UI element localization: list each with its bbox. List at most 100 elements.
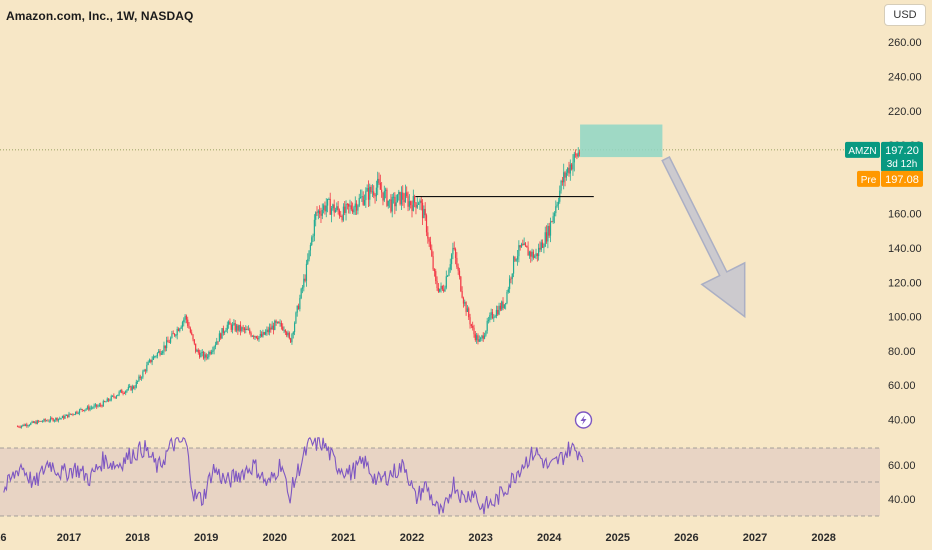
candle-body xyxy=(121,389,123,394)
candle-body xyxy=(359,197,362,198)
candle-body xyxy=(323,205,325,210)
time-tick-label: 2027 xyxy=(743,532,767,544)
candle-body xyxy=(114,396,116,398)
candle-body xyxy=(482,335,484,339)
candle-body xyxy=(89,407,91,410)
candle-body xyxy=(453,247,455,249)
candle-body xyxy=(324,205,326,212)
time-tick-label: 2022 xyxy=(400,532,424,544)
candle-body xyxy=(98,404,100,406)
candle-body xyxy=(100,404,102,406)
projection-arrow[interactable] xyxy=(661,155,746,319)
candle-body xyxy=(514,256,516,261)
candle-body xyxy=(416,204,418,208)
candle-body xyxy=(518,245,520,257)
candle-body xyxy=(85,408,87,410)
currency-button[interactable]: USD xyxy=(884,4,926,26)
candle-body xyxy=(297,305,300,310)
candle-body xyxy=(92,407,94,409)
candle-body xyxy=(498,305,500,315)
candle-body xyxy=(568,167,570,174)
price-axis[interactable]: 260.00240.00220.00200.00180.00160.00140.… xyxy=(888,37,922,426)
candle-body xyxy=(56,417,58,421)
candle-body xyxy=(447,275,449,277)
candle-body xyxy=(73,414,75,416)
candle-body xyxy=(439,288,441,292)
candle-body xyxy=(385,189,387,191)
candle-body xyxy=(162,351,164,354)
time-axis[interactable]: 16 2017 2018 2019 2020 2021 2022 2023 2024 2025 20… xyxy=(0,532,836,544)
candle-body xyxy=(312,235,314,238)
candle-body xyxy=(156,352,158,357)
candle-body xyxy=(123,393,126,394)
candle-body xyxy=(234,323,236,331)
price-tick-label: 140.00 xyxy=(888,243,922,255)
candle-body xyxy=(48,420,50,422)
candle-body xyxy=(436,281,438,289)
candle-body xyxy=(88,406,90,410)
candle-body xyxy=(138,376,140,381)
candle-body xyxy=(133,386,135,389)
candle-body xyxy=(279,322,281,324)
candle-body xyxy=(61,416,64,419)
candle-body xyxy=(18,426,20,428)
last-price-tag xyxy=(881,141,923,172)
candle-body xyxy=(118,391,120,395)
candle-body xyxy=(129,386,131,387)
candle-body xyxy=(534,256,536,258)
time-tick-label: 16 xyxy=(0,532,7,544)
candle-body xyxy=(247,329,250,331)
candle-body xyxy=(423,208,425,219)
candle-body xyxy=(139,376,141,379)
candle-body xyxy=(399,191,401,205)
candle-body xyxy=(96,404,98,407)
candle-body xyxy=(39,420,41,422)
candle-body xyxy=(528,251,531,256)
candle-body xyxy=(316,212,318,214)
candle-body xyxy=(373,191,375,196)
pre-market-tag xyxy=(857,170,880,187)
chart-title: Amazon.com, Inc., 1W, NASDAQ xyxy=(6,9,194,23)
candle-body xyxy=(22,424,24,426)
candle-body xyxy=(334,209,337,213)
candle-body xyxy=(535,253,537,257)
candle-body xyxy=(560,180,562,191)
candle-body xyxy=(195,343,197,352)
candle-body xyxy=(400,192,403,205)
candle-body xyxy=(193,339,195,344)
candle-body xyxy=(476,335,478,341)
candle-body xyxy=(171,333,173,339)
candle-body xyxy=(308,250,310,260)
candle-body xyxy=(246,328,248,330)
candle-body xyxy=(544,232,546,247)
candle-body xyxy=(65,414,67,416)
candle-body xyxy=(137,380,139,382)
candle-body xyxy=(433,269,436,272)
candle-body xyxy=(386,189,388,206)
candle-body xyxy=(43,419,45,422)
candle-body xyxy=(20,425,23,428)
candle-body xyxy=(231,324,234,330)
candle-body xyxy=(499,305,501,310)
candle-body xyxy=(134,387,136,389)
time-tick-label: 2019 xyxy=(194,532,218,544)
candle-body xyxy=(540,242,542,250)
candle-body xyxy=(175,335,177,336)
candle-body xyxy=(468,308,470,318)
target-zone[interactable] xyxy=(580,124,663,158)
candle-body xyxy=(259,333,261,337)
candle-body xyxy=(59,418,61,420)
candle-body xyxy=(374,195,376,197)
rsi-tick-label: 40.00 xyxy=(888,494,916,506)
candle-body xyxy=(377,178,379,188)
candle-body xyxy=(429,241,432,250)
candle-body xyxy=(196,349,198,352)
candle-body xyxy=(144,370,147,372)
candle-body xyxy=(293,323,296,333)
candle-body xyxy=(486,320,488,331)
candle-body xyxy=(261,333,263,337)
candle-body xyxy=(84,409,86,411)
candle-body xyxy=(44,419,46,421)
candle-body xyxy=(427,232,429,239)
